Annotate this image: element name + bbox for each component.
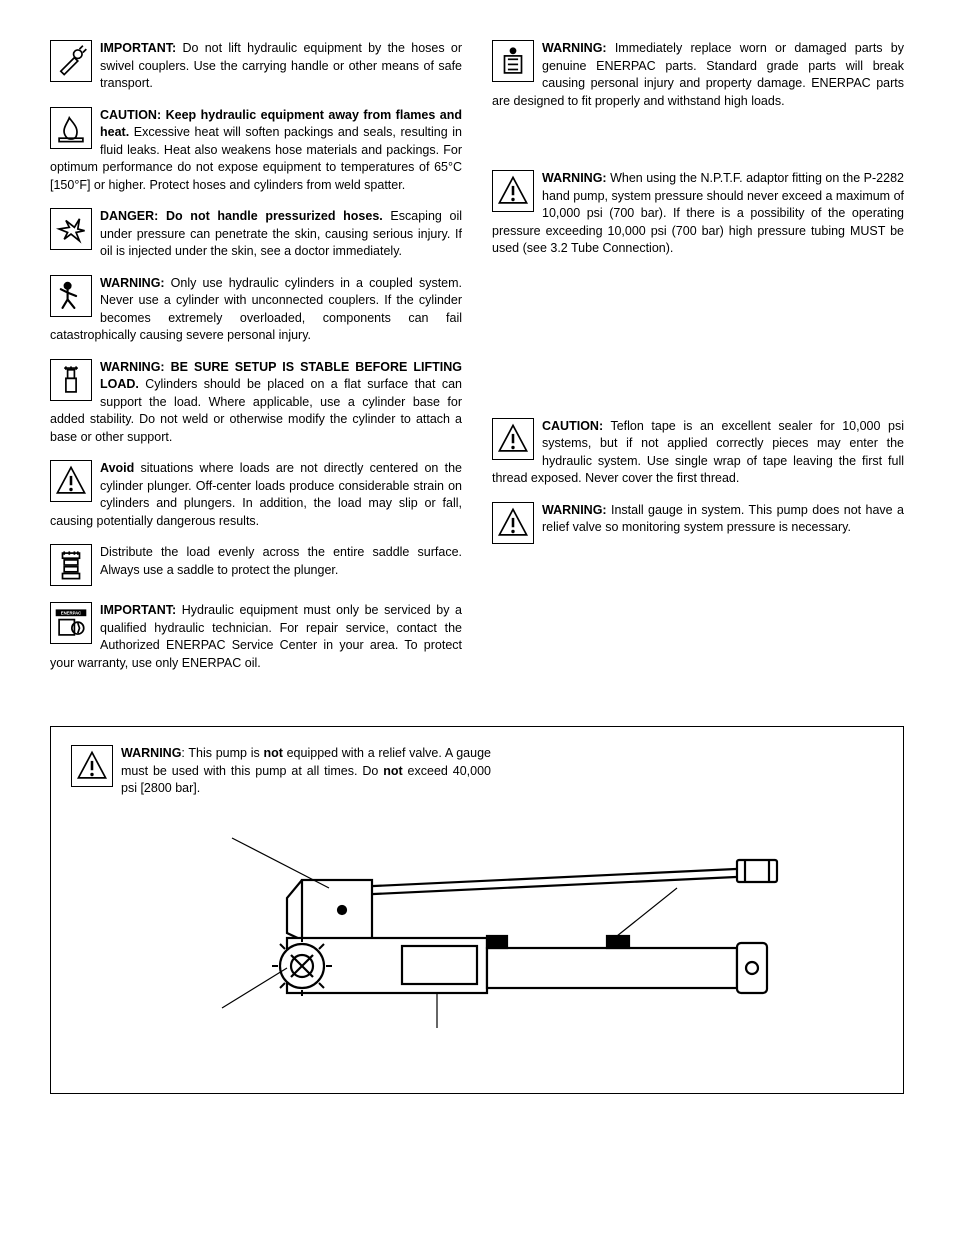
block-text: CAUTION: Teflon tape is an excellent sea… — [492, 419, 904, 486]
warning-block: IMPORTANT: Do not lift hydraulic equipme… — [50, 40, 462, 93]
warning-block: ENERPACIMPORTANT: Hydraulic equipment mu… — [50, 602, 462, 672]
pump-diagram — [71, 818, 883, 1064]
parts-icon — [492, 40, 534, 82]
block-text: IMPORTANT: Hydraulic equipment must only… — [50, 603, 462, 670]
enerpac-icon: ENERPAC — [50, 602, 92, 644]
warning-block: Avoid situations where loads are not dir… — [50, 460, 462, 530]
triangle-icon — [50, 460, 92, 502]
burst-icon — [50, 208, 92, 250]
block-text: IMPORTANT: Do not lift hydraulic equipme… — [100, 41, 462, 90]
block-text: WARNING: Only use hydraulic cylinders in… — [50, 276, 462, 343]
pump-diagram-svg — [137, 818, 817, 1058]
block-text: CAUTION: Keep hydraulic equipment away f… — [50, 108, 462, 192]
block-text: Avoid situations where loads are not dir… — [50, 461, 462, 528]
cylinder-icon — [50, 359, 92, 401]
block-text: WARNING: Install gauge in system. This p… — [542, 503, 904, 535]
warning-block: WARNING: BE SURE SETUP IS STABLE BEFORE … — [50, 359, 462, 447]
triangle-icon — [492, 418, 534, 460]
block-text: DANGER: Do not handle pressurized hoses.… — [100, 209, 462, 258]
warning-triangle-icon — [71, 745, 113, 787]
block-text: WARNING: BE SURE SETUP IS STABLE BEFORE … — [50, 360, 462, 444]
warning-block: CAUTION: Teflon tape is an excellent sea… — [492, 418, 904, 488]
two-column-layout: IMPORTANT: Do not lift hydraulic equipme… — [50, 40, 904, 686]
warning-block: WARNING: Immediately replace worn or dam… — [492, 40, 904, 110]
figure-warning-block: WARNING: This pump is not equipped with … — [71, 745, 491, 798]
figure-warning-text: WARNING: This pump is not equipped with … — [121, 746, 491, 795]
warning-block: WARNING: Install gauge in system. This p… — [492, 502, 904, 546]
figure-frame: WARNING: This pump is not equipped with … — [50, 726, 904, 1094]
block-text: Distribute the load evenly across the en… — [100, 545, 462, 577]
right-column: WARNING: Immediately replace worn or dam… — [492, 40, 904, 686]
warning-block: WARNING: When using the N.P.T.F. adaptor… — [492, 170, 904, 258]
triangle-icon — [492, 170, 534, 212]
svg-text:ENERPAC: ENERPAC — [61, 611, 81, 616]
block-text: WARNING: When using the N.P.T.F. adaptor… — [492, 171, 904, 255]
warning-block: CAUTION: Keep hydraulic equipment away f… — [50, 107, 462, 195]
flame-icon — [50, 107, 92, 149]
saddle-icon — [50, 544, 92, 586]
triangle-icon — [492, 502, 534, 544]
warning-block: WARNING: Only use hydraulic cylinders in… — [50, 275, 462, 345]
tools-icon — [50, 40, 92, 82]
block-text: WARNING: Immediately replace worn or dam… — [492, 41, 904, 108]
warning-block: DANGER: Do not handle pressurized hoses.… — [50, 208, 462, 261]
left-column: IMPORTANT: Do not lift hydraulic equipme… — [50, 40, 462, 686]
person-icon — [50, 275, 92, 317]
warning-block: Distribute the load evenly across the en… — [50, 544, 462, 588]
